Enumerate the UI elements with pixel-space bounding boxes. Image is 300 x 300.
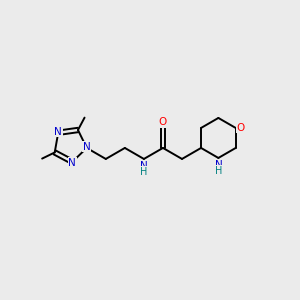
Text: N: N — [83, 142, 91, 152]
Text: O: O — [159, 117, 167, 127]
Text: H: H — [140, 167, 148, 177]
Text: H: H — [215, 166, 222, 176]
Text: N: N — [140, 161, 148, 171]
Text: N: N — [54, 127, 62, 137]
Text: O: O — [237, 123, 245, 133]
Text: N: N — [68, 158, 76, 168]
Text: N: N — [214, 160, 222, 170]
